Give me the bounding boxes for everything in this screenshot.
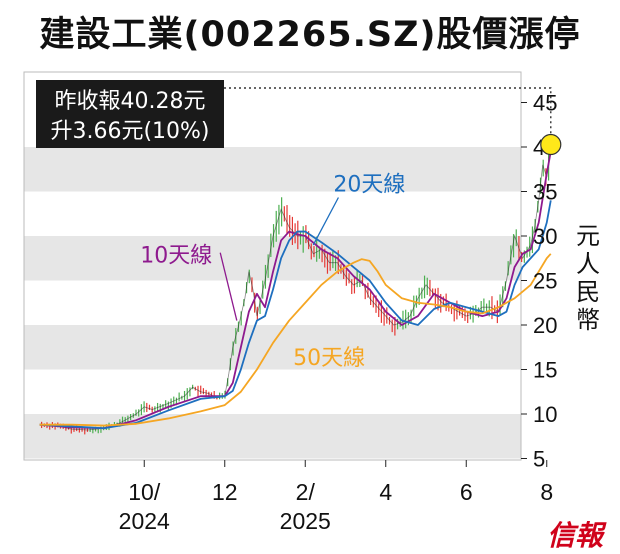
x-tick-label: 8: [540, 479, 553, 505]
x-tick-label: 10/: [128, 479, 161, 505]
x-tick-year-label: 2024: [119, 508, 170, 534]
grid-band: [24, 147, 521, 192]
y-axis-label-char: 元: [576, 222, 600, 250]
y-tick-label: 15: [533, 358, 557, 383]
annotation-box: [36, 80, 224, 148]
y-tick-label: 20: [533, 313, 557, 338]
series-label: 50天線: [293, 346, 365, 371]
grid-band: [24, 325, 521, 370]
series-label: 10天線: [140, 244, 212, 269]
annotation-line1: 昨收報40.28元: [55, 89, 206, 114]
y-axis-label-char: 人: [576, 250, 600, 278]
x-axis: 10/2024 12 2/2025 4 6 8: [119, 460, 553, 534]
annotation-leader: [224, 87, 552, 135]
series-label-pointer: [219, 252, 238, 321]
grid-bands: [23, 71, 522, 461]
y-tick-label: 5: [533, 447, 545, 472]
x-tick-label: 6: [460, 479, 473, 505]
series-line-ma20: [39, 200, 552, 430]
price-line: [39, 144, 552, 431]
x-tick-label: 4: [379, 479, 392, 505]
x-tick-label: 2/: [296, 479, 316, 505]
grid-band: [24, 414, 521, 459]
y-tick-label: 35: [533, 180, 557, 205]
y-tick-label: 10: [533, 402, 557, 427]
series-labels: 10天線 20天線 50天線: [140, 173, 405, 372]
moving-average-lines: [39, 151, 552, 430]
y-axis-label-char: 民: [576, 278, 600, 306]
y-tick-label: 30: [533, 224, 557, 249]
series-label: 20天線: [333, 173, 405, 198]
series-label-pointer: [312, 197, 339, 246]
y-tick-label: 45: [533, 91, 557, 116]
x-tick-label: 12: [212, 479, 238, 505]
page-title: 建設工業(002265.SZ)股價漲停: [39, 15, 581, 55]
x-tick-year-label: 2025: [280, 508, 331, 534]
price-series-line: [39, 144, 552, 431]
latest-price-dot: [540, 133, 562, 156]
plot-border: [23, 71, 522, 461]
series-line-ma50: [39, 253, 552, 427]
y-axis-label-char: 幣: [576, 306, 600, 334]
y-tick-label: 25: [533, 269, 557, 294]
annotation-line2: 升3.66元(10%): [50, 119, 209, 144]
newspaper-logo: 信報: [547, 519, 604, 552]
